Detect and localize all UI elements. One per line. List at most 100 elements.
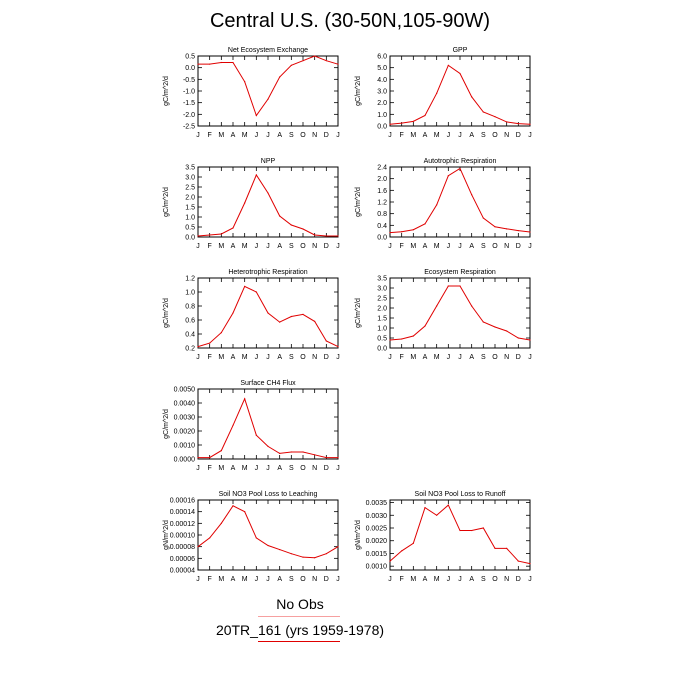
plot-frame — [197, 55, 339, 127]
x-tick-label: M — [434, 243, 440, 250]
y-tick-label: 0.0 — [377, 346, 387, 353]
x-tick-label: M — [218, 465, 224, 472]
data-point — [459, 72, 461, 75]
x-tick-label: F — [208, 132, 212, 139]
data-point — [267, 312, 269, 314]
y-tick-label: 0.8 — [185, 304, 195, 311]
x-tick-label: O — [300, 576, 306, 583]
x-tick-label: M — [242, 354, 248, 361]
x-tick-label: S — [289, 132, 294, 139]
plot-frame — [389, 277, 531, 349]
y-axis-label: gN/m^2/d — [163, 520, 170, 550]
data-point — [197, 235, 199, 237]
x-tick-label: J — [196, 354, 200, 361]
data-point — [220, 233, 222, 235]
y-tick-label: 0.0010 — [174, 443, 196, 450]
data-point — [220, 61, 222, 64]
series-line — [389, 285, 531, 341]
data-point — [290, 64, 292, 66]
data-point — [471, 529, 473, 532]
x-tick-label: J — [447, 132, 451, 139]
data-point — [482, 321, 484, 323]
data-point — [447, 64, 449, 66]
x-tick-label: F — [208, 576, 212, 583]
x-tick-label: O — [492, 576, 498, 583]
x-tick-label: F — [400, 354, 404, 361]
x-tick-label: M — [410, 132, 416, 139]
plot-frame — [389, 55, 531, 127]
data-point — [436, 204, 438, 206]
x-tick-label: S — [289, 354, 294, 361]
data-point — [424, 507, 426, 509]
data-point — [424, 114, 426, 117]
x-tick-label: J — [336, 576, 340, 583]
y-tick-label: 2.0 — [185, 195, 195, 202]
data-point — [279, 321, 281, 323]
data-point — [436, 305, 438, 307]
y-tick-label: 1.5 — [377, 316, 387, 323]
x-tick-label: A — [277, 354, 282, 361]
data-point — [459, 167, 461, 170]
chart-panel: Net Ecosystem Exchange gC/m^2/d 0.5 0.0 -0.5… — [163, 47, 340, 139]
data-point — [279, 76, 281, 78]
y-tick-label: 3.0 — [377, 89, 387, 96]
chart-title: Soil NO3 Pool Loss to Runoff — [415, 491, 506, 498]
y-tick-label: 0.0035 — [366, 500, 388, 507]
x-tick-label: J — [336, 132, 340, 139]
data-point — [389, 232, 391, 234]
x-tick-label: M — [410, 576, 416, 583]
x-tick-label: S — [481, 354, 486, 361]
plot-frame — [389, 499, 531, 571]
x-tick-label: A — [231, 354, 236, 361]
x-tick-label: O — [300, 132, 306, 139]
data-point — [529, 123, 531, 125]
data-point — [244, 398, 246, 400]
x-tick-label: J — [255, 132, 259, 139]
data-point — [302, 228, 304, 230]
x-tick-label: A — [231, 132, 236, 139]
x-tick-label: J — [196, 243, 200, 250]
y-axis-label: gC/m^2/d — [355, 76, 362, 106]
y-tick-label: 1.0 — [185, 290, 195, 297]
x-tick-label: M — [242, 132, 248, 139]
chart-title: Autotrophic Respiration — [424, 158, 497, 165]
y-axis-label: gC/m^2/d — [163, 409, 170, 439]
x-tick-label: A — [423, 576, 428, 583]
x-tick-label: M — [410, 243, 416, 250]
y-tick-label: 2.0 — [377, 306, 387, 313]
x-tick-label: F — [208, 465, 212, 472]
series-line — [197, 285, 339, 348]
chart-title: Heterotrophic Respiration — [228, 269, 307, 276]
x-tick-label: J — [196, 576, 200, 583]
data-point — [314, 320, 316, 322]
data-point — [255, 291, 257, 293]
legend-case-label: 20TR_161 (yrs 1959-1978) — [215, 622, 385, 638]
legend-obs-line — [258, 616, 340, 617]
data-point — [494, 116, 496, 118]
data-point — [424, 223, 426, 225]
y-tick-label: 1.0 — [185, 215, 195, 222]
data-point — [494, 547, 496, 549]
y-tick-label: 2.4 — [377, 165, 387, 172]
x-tick-label: F — [400, 243, 404, 250]
data-point — [447, 175, 449, 177]
data-point — [389, 560, 391, 562]
data-point — [337, 546, 339, 548]
x-tick-label: D — [324, 576, 329, 583]
series-line — [389, 64, 531, 125]
data-point — [529, 563, 531, 565]
x-tick-label: F — [208, 243, 212, 250]
y-axis-label: gN/m^2/d — [355, 520, 362, 550]
x-tick-label: D — [516, 243, 521, 250]
data-point — [244, 81, 246, 83]
x-tick-label: D — [324, 243, 329, 250]
y-axis-label: gC/m^2/d — [355, 298, 362, 328]
data-point — [447, 504, 449, 506]
series-line — [198, 55, 339, 117]
data-point — [412, 335, 414, 337]
x-tick-label: S — [289, 465, 294, 472]
x-tick-label: D — [324, 354, 329, 361]
x-tick-label: J — [336, 243, 340, 250]
x-tick-label: J — [255, 576, 259, 583]
